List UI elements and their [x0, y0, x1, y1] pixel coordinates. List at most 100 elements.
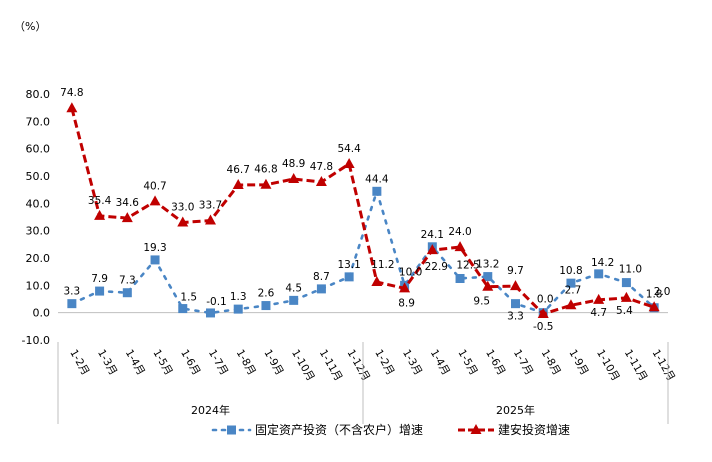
data-label-fixed-asset-investment: 2.6: [258, 288, 275, 300]
series-marker-fixed-asset-investment: [455, 274, 465, 283]
data-label-construction-investment: 9.7: [507, 265, 524, 277]
data-labels: 3.3 7.9 7.3 19.3 1.5 -0.1 1.3 2.6 4.5 8.7 13.1 44.4…: [60, 87, 670, 333]
x-tick-label: 1-3月: [400, 348, 424, 378]
series-marker-construction-investment: [149, 195, 161, 206]
x-tick-label: 1-8月: [539, 348, 563, 378]
data-label-construction-investment: 2.7: [565, 284, 582, 296]
x-tick-label: 1-12月: [650, 348, 678, 384]
y-tick-label: 0.0: [33, 307, 51, 320]
data-label-fixed-asset-investment: 8.7: [313, 271, 330, 283]
data-label-construction-investment: 34.6: [116, 197, 140, 209]
series-marker-construction-investment: [399, 282, 411, 293]
series-marker-fixed-asset-investment: [95, 286, 105, 296]
legend: 固定资产投资（不含农户）增速 建安投资增速: [211, 422, 570, 437]
data-label-construction-investment: 8.9: [398, 297, 415, 309]
series-line-construction-investment: [70, 107, 655, 316]
data-label-construction-investment: 5.4: [616, 305, 633, 317]
series-marker-construction-investment: [648, 301, 660, 312]
x-tick-label: 1-10月: [289, 348, 317, 384]
data-label-fixed-asset-investment: 10.0: [399, 266, 422, 278]
x-tick-label: 1-11月: [317, 348, 345, 384]
legend-marker-construction-investment: [470, 424, 482, 434]
x-tick-label: 1-6月: [483, 348, 507, 378]
data-label-fixed-asset-investment: 7.3: [119, 275, 136, 287]
data-label-construction-investment: 24.0: [448, 226, 471, 238]
y-tick-label: 70.0: [26, 115, 51, 128]
x-tick-label: 1-5月: [150, 348, 174, 378]
series-marker-fixed-asset-investment: [67, 299, 77, 309]
data-label-fixed-asset-investment: 1.8: [646, 289, 663, 301]
series-marker-construction-investment: [177, 216, 189, 227]
data-label-construction-investment: 46.7: [227, 164, 250, 176]
x-tick-label: 1-9月: [566, 348, 590, 378]
series-layer: [66, 102, 660, 319]
data-label-construction-investment: 74.8: [60, 87, 83, 99]
series-marker-construction-investment: [593, 293, 605, 304]
legend-marker-fixed-asset-investment: [227, 425, 236, 435]
x-tick-label: 1-3月: [95, 348, 119, 378]
y-tick-label: -10.0: [22, 334, 50, 347]
series-marker-construction-investment: [94, 209, 106, 220]
series-marker-fixed-asset-investment: [289, 295, 299, 305]
series-marker-construction-investment: [565, 299, 577, 310]
data-label-construction-investment: 46.8: [254, 164, 277, 176]
series-marker-fixed-asset-investment: [372, 186, 382, 196]
series-marker-construction-investment: [232, 179, 244, 190]
group-label: 2025年: [496, 403, 535, 417]
series-marker-construction-investment: [371, 276, 383, 287]
x-tick-label: 1-4月: [123, 348, 147, 378]
data-label-construction-investment: 2.0: [654, 286, 671, 298]
data-label-fixed-asset-investment: 1.5: [180, 292, 197, 304]
y-tick-label: 50.0: [26, 170, 51, 183]
data-label-construction-investment: 54.4: [337, 143, 361, 155]
series-marker-fixed-asset-investment: [316, 284, 326, 294]
series-marker-construction-investment: [288, 173, 300, 184]
series-marker-construction-investment: [482, 280, 494, 291]
series-marker-construction-investment: [426, 244, 438, 255]
series-marker-fixed-asset-investment: [233, 304, 243, 314]
x-tick-label: 1-10月: [594, 348, 622, 384]
series-marker-fixed-asset-investment: [344, 272, 354, 282]
series-marker-construction-investment: [315, 176, 327, 187]
y-axis-unit-label: （%）: [14, 20, 46, 33]
x-tick-label: 1-4月: [428, 348, 452, 378]
series-marker-fixed-asset-investment: [261, 301, 271, 311]
data-label-construction-investment: 33.7: [199, 200, 222, 212]
series-marker-construction-investment: [205, 214, 216, 225]
data-label-construction-investment: 35.4: [88, 195, 112, 207]
data-label-construction-investment: 40.7: [143, 180, 166, 192]
axes: 80.0 70.0 60.0 50.0 40.0 30.0 20.0 10.0 0.0 -10.0…: [22, 88, 678, 424]
series-marker-construction-investment: [510, 280, 521, 291]
data-label-fixed-asset-investment: 12.5: [456, 260, 479, 272]
data-label-fixed-asset-investment: 10.8: [559, 265, 582, 277]
series-marker-fixed-asset-investment: [594, 269, 604, 279]
data-label-construction-investment: 47.8: [310, 161, 333, 173]
group-label: 2024年: [191, 403, 230, 417]
x-tick-label: 1-9月: [261, 348, 285, 378]
data-label-fixed-asset-investment: 0.0: [537, 294, 554, 306]
x-tick-label: 1-7月: [206, 348, 230, 378]
data-label-fixed-asset-investment: 3.3: [507, 311, 524, 323]
y-tick-label: 40.0: [26, 197, 51, 210]
series-marker-construction-investment: [66, 102, 78, 113]
y-tick-label: 80.0: [26, 88, 51, 101]
x-tick-label: 1-2月: [67, 348, 91, 378]
data-label-fixed-asset-investment: 13.1: [337, 259, 360, 271]
data-label-fixed-asset-investment: -0.1: [206, 296, 227, 308]
series-marker-fixed-asset-investment: [621, 278, 631, 288]
legend-label-fixed-asset-investment: 固定资产投资（不含农户）增速: [255, 422, 423, 437]
x-tick-label: 1-7月: [511, 348, 535, 378]
y-tick-label: 60.0: [26, 143, 51, 156]
legend-label-construction-investment: 建安投资增速: [498, 422, 570, 437]
series-marker-construction-investment: [260, 178, 272, 189]
data-label-fixed-asset-investment: 7.9: [91, 273, 108, 285]
series-marker-fixed-asset-investment: [178, 304, 188, 314]
data-label-construction-investment: 33.0: [171, 201, 194, 213]
x-tick-label: 1-5月: [455, 348, 479, 378]
data-label-fixed-asset-investment: 3.3: [64, 286, 81, 298]
data-label-construction-investment: 9.5: [473, 296, 490, 308]
data-label-construction-investment: 48.9: [282, 158, 305, 170]
x-tick-label: 1-2月: [372, 348, 396, 378]
x-tick-label: 1-8月: [234, 348, 258, 378]
series-marker-fixed-asset-investment: [511, 299, 520, 309]
